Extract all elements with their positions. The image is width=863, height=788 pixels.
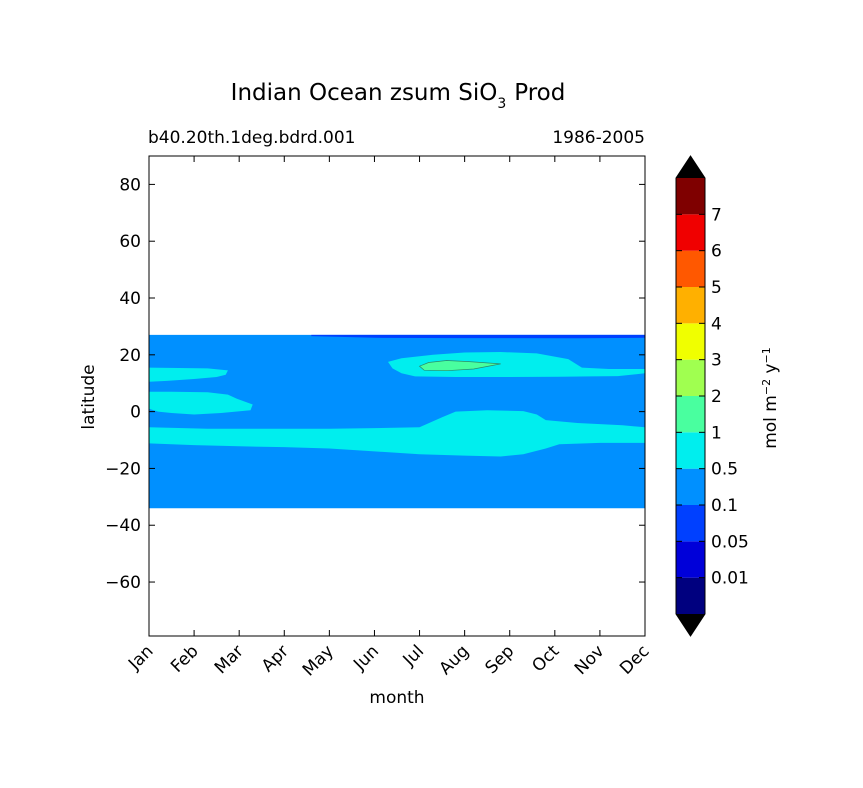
colorbar-segment xyxy=(676,214,705,251)
colorbar-tick-label: 0.5 xyxy=(711,460,738,480)
colorbar-tick-label: 7 xyxy=(711,205,722,225)
contour-background xyxy=(149,334,645,509)
colorbar-over-arrow xyxy=(676,156,705,178)
contour-arabian-sea-patch xyxy=(149,367,228,382)
x-tick-label: Jun xyxy=(349,641,383,675)
colorbar-tick-label: 0.05 xyxy=(711,532,749,552)
y-tick-label: 20 xyxy=(119,346,141,366)
contour-southern-equatorial-band xyxy=(149,410,645,457)
colorbar-label: mol m−2 y−1 xyxy=(760,347,782,449)
x-tick-label: May xyxy=(299,641,338,680)
colorbar-tick-label: 2 xyxy=(711,387,722,407)
title-main: Indian Ocean zsum SiO xyxy=(231,80,498,106)
colorbar-tick-label: 3 xyxy=(711,351,722,371)
contour-bay-of-bengal-patch xyxy=(388,352,645,377)
colorbar-outline xyxy=(675,155,706,637)
colorbar-tick-label: 0.01 xyxy=(711,569,749,589)
title-suffix: Prod xyxy=(514,80,565,106)
colorbar-segment xyxy=(676,468,705,505)
colorbar-segment xyxy=(676,178,705,215)
y-tick-label: −60 xyxy=(105,573,141,593)
x-tick-label: Oct xyxy=(528,641,563,676)
colorbar-tick-label: 5 xyxy=(711,278,722,298)
colorbar-label-exp1: −2 xyxy=(760,379,773,395)
colorbar-segment xyxy=(676,359,705,396)
plot-frame xyxy=(148,155,646,637)
title-subscript: 3 xyxy=(497,96,506,112)
x-axis-label: month xyxy=(369,688,424,708)
colorbar-tick-label: 1 xyxy=(711,423,722,443)
x-tick-label: Dec xyxy=(616,641,653,678)
colorbar: 0.01 0.05 0.1 0.5 1 2 3 4 5 6 7 xyxy=(675,155,749,637)
plot-area: Jan Feb Mar Apr May Jun Jul Aug Sep Oct Nov Dec 80 6… xyxy=(105,155,654,680)
colorbar-segment xyxy=(676,505,705,542)
x-tick-label: Aug xyxy=(436,641,474,679)
y-axis-label: latitude xyxy=(79,364,99,429)
contour-regions xyxy=(149,334,645,509)
colorbar-segment xyxy=(676,577,705,614)
colorbar-segment xyxy=(676,287,705,324)
colorbar-segment xyxy=(676,323,705,360)
colorbar-label-unit: mol m xyxy=(761,395,781,449)
x-tick-label: Jul xyxy=(399,641,428,670)
x-tick-label: Apr xyxy=(258,641,293,676)
y-axis: 80 60 40 20 0 −20 −40 −60 xyxy=(105,175,645,593)
colorbar-tick-label: 4 xyxy=(711,314,722,334)
chart-title: Indian Ocean zsum SiO3 Prod xyxy=(231,80,566,112)
colorbar-under-arrow xyxy=(676,614,705,636)
colorbar-label-exp2: −1 xyxy=(760,347,773,363)
colorbar-segment xyxy=(676,541,705,578)
x-tick-label: Jan xyxy=(124,641,157,674)
y-tick-label: −40 xyxy=(105,516,141,536)
y-tick-label: −20 xyxy=(105,459,141,479)
colorbar-tick-label: 6 xyxy=(711,242,722,262)
y-tick-label: 60 xyxy=(119,232,141,252)
contour-north-equatorial-patch xyxy=(149,391,253,415)
subtitle-left: b40.20th.1deg.bdrd.001 xyxy=(148,128,355,148)
y-tick-label: 80 xyxy=(119,175,141,195)
subtitle-right: 1986-2005 xyxy=(552,128,645,148)
x-tick-label: Feb xyxy=(167,641,202,676)
x-tick-label: Mar xyxy=(211,641,248,678)
x-tick-label: Sep xyxy=(481,641,518,678)
contour-bay-of-bengal-core xyxy=(418,360,501,372)
y-tick-label: 40 xyxy=(119,289,141,309)
colorbar-tick-label: 0.1 xyxy=(711,496,738,516)
colorbar-label-mid: y xyxy=(761,363,781,378)
y-tick-label: 0 xyxy=(130,403,141,423)
contour-northern-edge-strip xyxy=(311,334,645,339)
colorbar-segment xyxy=(676,250,705,287)
colorbar-segment xyxy=(676,432,705,469)
x-tick-label: Nov xyxy=(571,641,609,679)
colorbar-segment xyxy=(676,396,705,433)
